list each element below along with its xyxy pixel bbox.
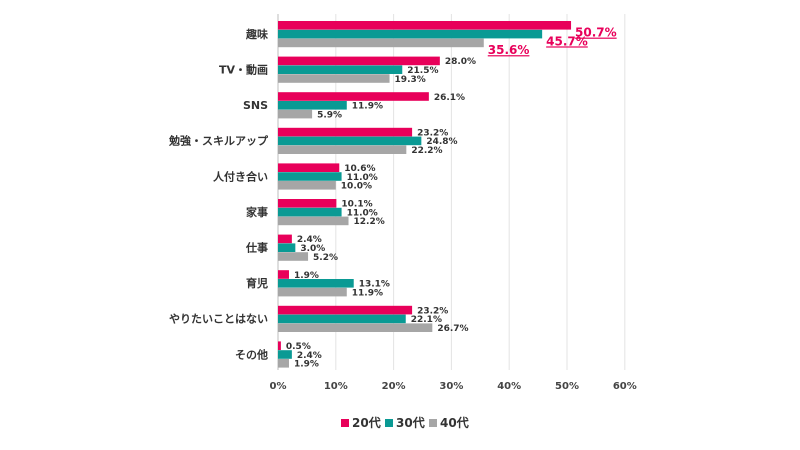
category-label: 勉強・スキルアップ bbox=[168, 134, 269, 148]
bar bbox=[278, 38, 484, 48]
labels: 0% 10% 20% 30% 40% 50% 60% 趣味 50.7%45.7% 35.6% TV・… bbox=[168, 26, 637, 392]
data-label: 21.5% bbox=[407, 66, 438, 76]
data-label: 50.7% bbox=[575, 26, 617, 40]
data-label: 1.9% bbox=[294, 360, 319, 370]
bar bbox=[278, 56, 440, 66]
legend-swatch bbox=[429, 419, 437, 427]
bar bbox=[278, 216, 349, 226]
x-tick-label: 0% bbox=[270, 381, 287, 392]
bar bbox=[278, 234, 292, 244]
data-label: 23.2% bbox=[417, 306, 448, 316]
category-label: SNS bbox=[243, 99, 268, 112]
category-label: やりたいことはない bbox=[169, 313, 268, 326]
bar bbox=[278, 145, 407, 154]
data-label: 26.1% bbox=[434, 93, 465, 103]
bar bbox=[278, 199, 337, 208]
bar bbox=[278, 21, 572, 30]
data-label: 0.5% bbox=[286, 342, 311, 352]
category-label: 人付き合い bbox=[213, 169, 268, 183]
bar bbox=[278, 279, 354, 288]
data-label: 2.4% bbox=[297, 351, 322, 361]
data-label: 35.6% bbox=[488, 43, 530, 57]
data-label: 11.9% bbox=[352, 102, 383, 112]
category-label: TV・動画 bbox=[219, 63, 268, 77]
bars bbox=[278, 21, 572, 368]
legend-swatch bbox=[385, 419, 393, 427]
category-label: 家事 bbox=[246, 205, 268, 219]
data-label: 26.7% bbox=[437, 324, 468, 334]
data-label: 23.2% bbox=[417, 128, 448, 138]
bar bbox=[278, 65, 403, 74]
legend-label: 30代 bbox=[396, 415, 425, 430]
data-label: 1.9% bbox=[294, 271, 319, 281]
data-label: 10.6% bbox=[344, 164, 375, 174]
bar bbox=[278, 314, 406, 324]
bar bbox=[278, 136, 422, 146]
x-tick-label: 10% bbox=[324, 381, 348, 392]
data-label: 24.8% bbox=[426, 137, 457, 147]
data-label: 19.3% bbox=[395, 75, 426, 85]
x-tick-label: 50% bbox=[555, 381, 579, 392]
bar bbox=[278, 207, 342, 217]
category-label: その他 bbox=[235, 347, 268, 361]
bar bbox=[278, 181, 336, 190]
bar bbox=[278, 163, 340, 172]
bar bbox=[278, 287, 347, 297]
bar bbox=[278, 172, 342, 181]
x-tick-label: 40% bbox=[497, 381, 521, 392]
category-label: 仕事 bbox=[245, 241, 268, 255]
bar bbox=[278, 323, 433, 332]
legend-label: 20代 bbox=[352, 415, 381, 430]
data-label: 11.0% bbox=[347, 208, 378, 218]
x-tick-label: 30% bbox=[439, 381, 463, 392]
category-label: 趣味 bbox=[245, 27, 268, 41]
legend-swatch bbox=[341, 419, 349, 427]
data-label: 11.0% bbox=[347, 173, 378, 183]
bar bbox=[278, 127, 413, 137]
bar bbox=[278, 74, 390, 83]
data-label: 12.2% bbox=[354, 217, 385, 227]
data-label: 5.9% bbox=[317, 110, 342, 120]
bar bbox=[278, 350, 292, 359]
category-label: 育児 bbox=[246, 276, 268, 290]
data-label: 13.1% bbox=[359, 280, 390, 290]
data-label: 10.0% bbox=[341, 182, 372, 192]
data-label: 22.1% bbox=[411, 315, 442, 325]
data-label: 2.4% bbox=[297, 235, 322, 245]
bar bbox=[278, 109, 313, 119]
data-label: 10.1% bbox=[341, 200, 372, 210]
bar bbox=[278, 101, 347, 110]
bar bbox=[278, 270, 289, 279]
data-label: 45.7% bbox=[546, 34, 588, 48]
x-tick-label: 60% bbox=[613, 381, 637, 392]
bar bbox=[278, 243, 296, 252]
data-label: 11.9% bbox=[352, 288, 383, 298]
bar bbox=[278, 341, 281, 350]
legend: 20代 30代 40代 bbox=[341, 415, 469, 430]
legend-label: 40代 bbox=[440, 415, 469, 430]
data-label: 3.0% bbox=[300, 244, 325, 254]
x-tick-label: 20% bbox=[382, 381, 406, 392]
bar bbox=[278, 252, 309, 261]
data-label: 22.2% bbox=[411, 146, 442, 156]
data-label: 28.0% bbox=[445, 57, 476, 67]
data-label: 5.2% bbox=[313, 253, 338, 263]
bar bbox=[278, 92, 429, 101]
bar bbox=[278, 305, 413, 315]
bar bbox=[278, 29, 543, 39]
bar bbox=[278, 359, 289, 368]
